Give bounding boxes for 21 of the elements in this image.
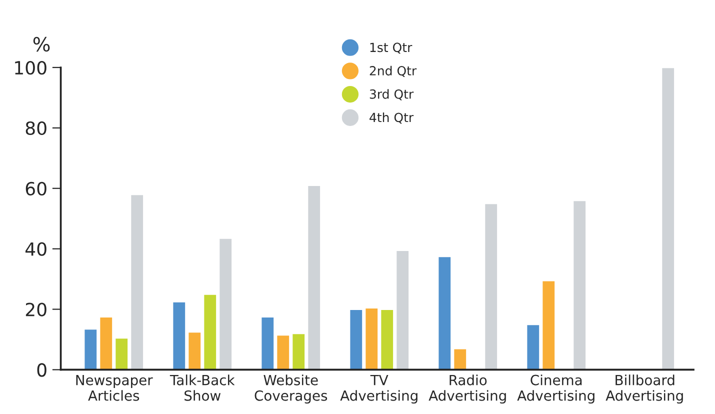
y-tick-label: 100 <box>15 60 46 75</box>
x-tick-label: Radio Advertising <box>428 374 506 404</box>
legend-label: 3rd Qtr <box>370 89 414 100</box>
x-tick-label: Billboard Advertising <box>606 374 683 404</box>
y-axis-title: % <box>33 36 50 52</box>
bar <box>572 200 587 370</box>
x-tick-label: Website Coverages <box>254 374 328 404</box>
legend-label: 2nd Qtr <box>370 66 417 77</box>
x-tick-label: Cinema Advertising <box>517 374 594 404</box>
x-tick-label: Talk-Back Show <box>170 374 235 401</box>
x-tick-label: Newspaper Articles <box>76 374 153 401</box>
y-tick-label: 0 <box>37 363 46 377</box>
y-tick-label: 40 <box>25 242 46 256</box>
legend-label: 4th Qtr <box>370 112 414 124</box>
bar <box>484 202 498 370</box>
y-tick-label: 80 <box>26 121 46 136</box>
y-tick-label: 60 <box>26 182 46 196</box>
y-tick-label: 20 <box>26 302 46 316</box>
bar <box>660 67 676 370</box>
x-tick-label: TV Advertising <box>340 374 418 404</box>
legend-label: 1st Qtr <box>370 42 412 54</box>
